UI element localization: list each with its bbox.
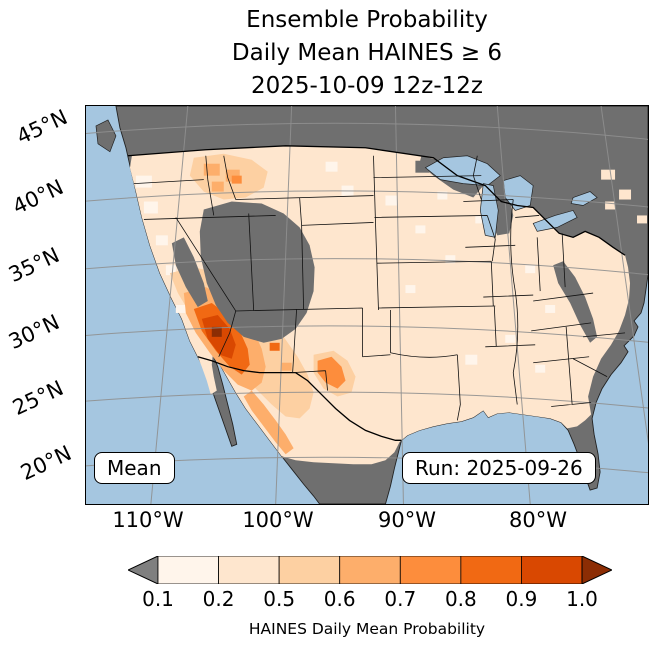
graticule-meridians	[150, 106, 648, 504]
colorbar-svg	[126, 555, 614, 585]
lat-tick-label-45n: 45°N	[12, 104, 72, 150]
map-canvas	[85, 105, 649, 505]
probability-map-svg	[86, 106, 648, 504]
colorbar-segment	[278, 555, 341, 585]
colorbar-segment	[157, 555, 219, 585]
colorbar-tick-label: 0.1	[142, 587, 174, 611]
hotspot-medium-north-spots	[203, 163, 240, 192]
colorbar-segment	[521, 555, 583, 585]
state-borders	[133, 155, 626, 421]
lon-tick-label-100w: 100°W	[242, 508, 314, 532]
colorbar-tick-label: 0.5	[263, 587, 296, 611]
colorbar-tick-labels: 0.1 0.2 0.5 0.6 0.7 0.8 0.9 1.0	[128, 587, 612, 613]
lake-erie	[532, 210, 578, 232]
colorbar-segment	[460, 555, 522, 585]
lat-tick-label-35n: 35°N	[4, 242, 64, 288]
lat-tick-label-30n: 30°N	[4, 309, 64, 355]
figure-title-line-3: 2025-10-09 12z-12z	[251, 73, 483, 99]
lake-superior	[424, 155, 501, 186]
mexico-border	[197, 356, 402, 441]
run-annotation-box: Run: 2025-09-26	[402, 452, 596, 484]
hotspot-medium-west-texas	[317, 356, 346, 389]
hotspot-medium-coast-streak	[243, 390, 294, 455]
colorbar-tick-label: 0.2	[202, 587, 235, 611]
figure-title-line-2: Daily Mean HAINES ≥ 6	[231, 40, 503, 66]
lake-michigan	[479, 183, 499, 238]
northeast-data-patches	[601, 169, 648, 224]
colorbar-tick-label: 1.0	[566, 587, 598, 611]
colorbar-label: HAINES Daily Mean Probability	[248, 620, 486, 638]
hotspot-core	[211, 326, 222, 337]
figure-title: Ensemble Probability Daily Mean HAINES ≥…	[85, 4, 649, 103]
colorbar-segment	[399, 555, 462, 585]
great-lakes	[424, 155, 598, 238]
hotspot-speck-2	[281, 362, 292, 371]
lat-tick-label-20n: 20°N	[16, 440, 76, 486]
lon-tick-label-90w: 90°W	[378, 508, 436, 532]
lat-tick-label-40n: 40°N	[8, 174, 68, 220]
colorbar-tick-label: 0.9	[505, 587, 538, 611]
colorbar-tick-label: 0.8	[444, 587, 477, 611]
lon-tick-label-110w: 110°W	[112, 508, 184, 532]
vancouver-island	[95, 119, 117, 153]
colorbar-segment	[218, 555, 280, 585]
colorbar-over-arrow	[581, 555, 614, 585]
lon-tick-label-80w: 80°W	[509, 508, 567, 532]
colorbar-tick-label: 0.7	[384, 587, 417, 611]
colorbar	[126, 555, 614, 585]
mean-annotation-box: Mean	[94, 452, 175, 484]
colorbar-tick-label: 0.6	[323, 587, 356, 611]
canada-border	[127, 145, 626, 256]
colorbar-under-arrow	[126, 555, 159, 585]
appalachian-masked-strip	[553, 261, 598, 343]
hotspot-dark-north-spot	[231, 175, 242, 184]
sierra-masked-strip	[171, 237, 208, 307]
figure-title-line-1: Ensemble Probability	[246, 7, 488, 33]
minnesota-masked-spot	[415, 160, 430, 173]
hotspot-speck-1	[269, 342, 280, 351]
graticule-parallels	[86, 122, 648, 474]
colorbar-segment	[339, 555, 401, 585]
lat-tick-label-25n: 25°N	[8, 375, 68, 421]
